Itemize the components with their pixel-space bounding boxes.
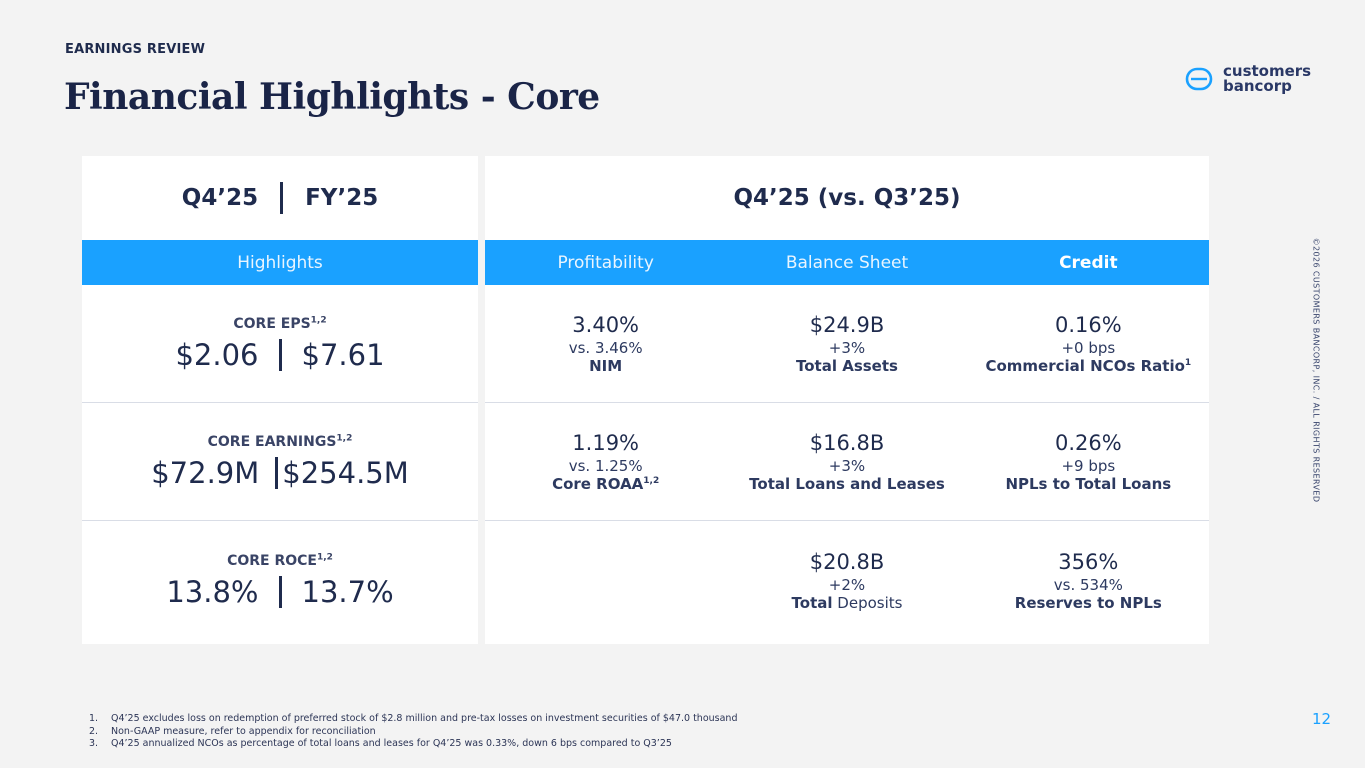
value-divider xyxy=(278,338,282,371)
metric-name: NPLs to Total Loans xyxy=(1005,474,1172,493)
value-divider xyxy=(278,576,282,608)
metric-value: 1.19% xyxy=(572,430,640,455)
metric-label: CORE EARNINGS xyxy=(207,433,337,450)
metric-footnote-ref: 1 xyxy=(1184,357,1192,368)
eyebrow-label: EARNINGS REVIEW xyxy=(65,42,206,57)
metric-value: $16.8B xyxy=(809,430,885,455)
metric-quarter-value: $2.06 xyxy=(175,337,259,372)
metric-footnote-ref: 1,2 xyxy=(336,432,353,443)
footnote-text: Q4’25 excludes loss on redemption of pre… xyxy=(111,713,738,724)
metric-delta: +0 bps xyxy=(1061,338,1116,357)
period-quarter: Q4’25 xyxy=(181,185,259,211)
logo-line-2: bancorp xyxy=(1223,77,1292,95)
highlights-band: Highlights xyxy=(82,240,478,285)
comparison-row: 3.40% vs. 3.46% NIM $24.9B +3% Total Ass… xyxy=(485,285,1209,403)
comparison-header: Q4’25 (vs. Q3’25) xyxy=(733,185,961,211)
metric-value: $24.9B xyxy=(809,312,885,337)
metric-row-core-eps: CORE EPS1,2 $2.06 $7.61 xyxy=(82,285,478,403)
comparison-row: $20.8B +2% Total Deposits 356% vs. 534% … xyxy=(485,521,1209,641)
metric-row-core-earnings: CORE EARNINGS1,2 $72.9M $254.5M xyxy=(82,403,478,521)
metric-delta: vs. 3.46% xyxy=(568,338,643,357)
metric-name: Total Assets xyxy=(796,356,898,375)
footnote: 2. Non-GAAP measure, refer to appendix fo… xyxy=(89,726,738,739)
metric-delta: +3% xyxy=(828,338,866,357)
metric-delta: vs. 1.25% xyxy=(568,456,643,475)
footnote-number: 1. xyxy=(89,713,99,724)
metric-value: $20.8B xyxy=(809,550,885,574)
metric-footnote-ref: 1,2 xyxy=(316,552,333,563)
metric-name: NIM xyxy=(589,356,623,375)
metric-row-core-roce: CORE ROCE1,2 13.8% 13.7% xyxy=(82,521,478,641)
metric-value: 0.16% xyxy=(1054,312,1122,337)
footnote-number: 3. xyxy=(89,738,99,749)
metric-cell-core-roaa: 1.19% vs. 1.25% Core ROAA1,2 xyxy=(485,403,726,520)
metric-cell-commercial-ncos: 0.16% +0 bps Commercial NCOs Ratio1 xyxy=(968,285,1209,402)
metric-cell-reserves: 356% vs. 534% Reserves to NPLs xyxy=(968,521,1209,641)
metric-delta: +9 bps xyxy=(1061,456,1116,475)
period-fullyear: FY’25 xyxy=(305,185,379,211)
metric-year-value: $254.5M xyxy=(282,455,409,490)
highlights-band-label: Highlights xyxy=(237,252,323,273)
metric-year-value: $7.61 xyxy=(301,337,385,372)
value-divider xyxy=(275,456,279,489)
page-title: Financial Highlights - Core xyxy=(64,76,600,118)
metric-value: 0.26% xyxy=(1054,430,1122,455)
metric-cell-empty xyxy=(485,521,726,641)
metric-delta: +2% xyxy=(828,576,866,594)
period-header: Q4’25 FY’25 xyxy=(82,156,478,240)
metric-name-rest: Deposits xyxy=(832,594,903,612)
company-logo: customers bancorp xyxy=(1185,64,1311,94)
metric-name: Core ROAA xyxy=(552,474,644,493)
logo-line-1: customers xyxy=(1223,62,1312,80)
metric-cell-total-deposits: $20.8B +2% Total Deposits xyxy=(726,521,967,641)
highlights-panel: Q4’25 FY’25 Highlights CORE EPS1,2 $2.06… xyxy=(82,156,478,644)
footnote-text: Q4’25 annualized NCOs as percentage of t… xyxy=(111,738,672,749)
metric-year-value: 13.7% xyxy=(301,575,394,609)
copyright-note: ©2026 CUSTOMERS BANCORP, INC. / ALL RIGH… xyxy=(1311,237,1321,503)
metric-cell-nim: 3.40% vs. 3.46% NIM xyxy=(485,285,726,402)
metric-value: 356% xyxy=(1058,550,1119,574)
category-band: Profitability Balance Sheet Credit xyxy=(485,240,1209,285)
metric-quarter-value: $72.9M xyxy=(151,455,260,490)
metric-name: Commercial NCOs Ratio xyxy=(985,356,1185,375)
footnotes: 1. Q4’25 excludes loss on redemption of p… xyxy=(89,713,738,751)
metric-cell-total-loans: $16.8B +3% Total Loans and Leases xyxy=(726,403,967,520)
page-number: 12 xyxy=(1312,710,1332,728)
metric-value: 3.40% xyxy=(572,312,640,337)
metric-quarter-value: 13.8% xyxy=(166,575,259,609)
metric-cell-total-assets: $24.9B +3% Total Assets xyxy=(726,285,967,402)
column-profitability: Profitability xyxy=(557,252,654,273)
quarter-comparison-panel: Q4’25 (vs. Q3’25) Profitability Balance … xyxy=(485,156,1209,644)
metric-label: CORE ROCE xyxy=(227,553,317,569)
metric-footnote-ref: 1,2 xyxy=(643,475,660,486)
footnote-text: Non-GAAP measure, refer to appendix for … xyxy=(111,725,376,737)
period-divider xyxy=(280,182,284,214)
metric-name: Reserves to NPLs xyxy=(1014,594,1162,612)
footnote-number: 2. xyxy=(89,725,99,737)
metric-delta: +3% xyxy=(828,456,866,475)
metric-label: CORE EPS xyxy=(233,315,311,332)
bank-logo-icon xyxy=(1185,67,1213,91)
metric-delta: vs. 534% xyxy=(1053,576,1123,594)
column-balance-sheet: Balance Sheet xyxy=(785,252,909,273)
footnote: 1. Q4’25 excludes loss on redemption of p… xyxy=(89,713,738,726)
footnote: 3. Q4’25 annualized NCOs as percentage of… xyxy=(89,738,738,751)
column-credit: Credit xyxy=(1059,252,1118,273)
metric-footnote-ref: 1,2 xyxy=(310,314,327,325)
metric-name: Total Loans and Leases xyxy=(749,474,945,493)
comparison-row: 1.19% vs. 1.25% Core ROAA1,2 $16.8B +3% … xyxy=(485,403,1209,521)
metric-name-bold: Total xyxy=(791,594,833,612)
metric-cell-npls: 0.26% +9 bps NPLs to Total Loans xyxy=(968,403,1209,520)
